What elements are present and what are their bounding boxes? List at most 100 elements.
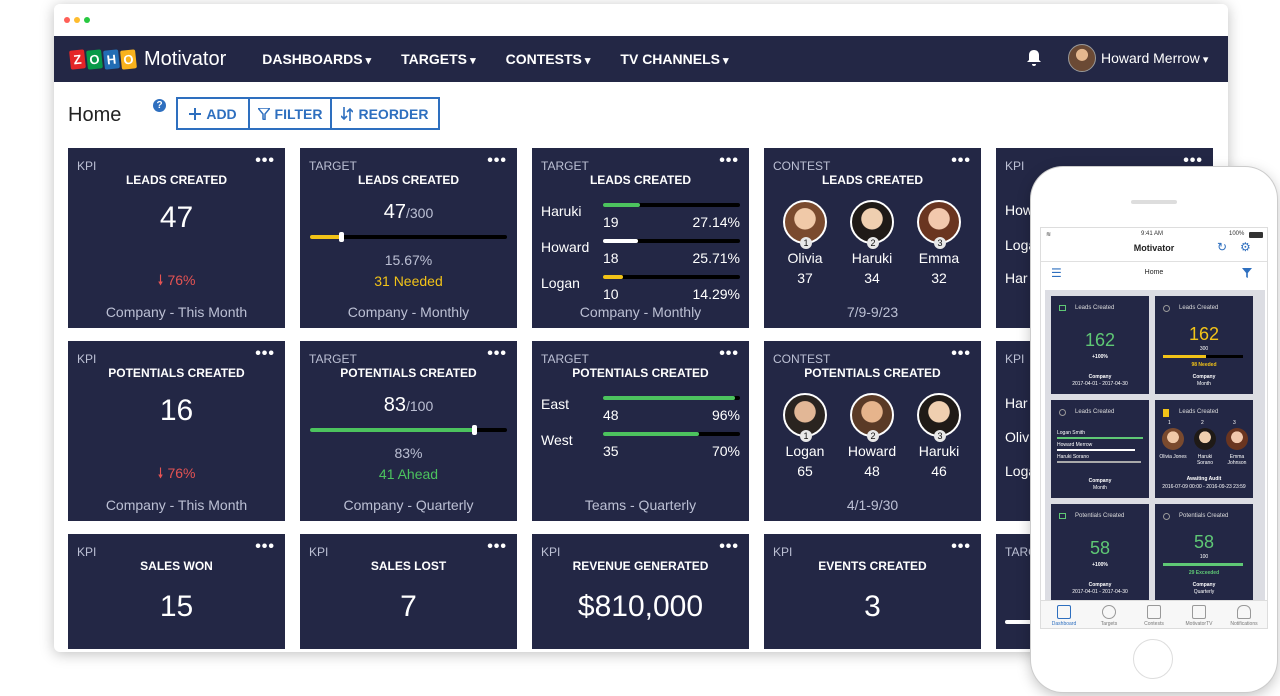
- card-title: LEADS CREATED: [357, 173, 460, 187]
- chart-icon: [1059, 513, 1066, 519]
- row-bar: [603, 239, 740, 243]
- minimize-dot[interactable]: [74, 17, 80, 23]
- avatar: 1: [783, 200, 827, 249]
- progress-bar: [1005, 620, 1045, 624]
- card-title: Leads Created: [1179, 305, 1219, 311]
- tab-notifications[interactable]: Notifications: [1221, 601, 1267, 627]
- contestant: 3 Emma 32: [906, 200, 972, 286]
- tab-dashboard[interactable]: Dashboard: [1041, 601, 1087, 627]
- tab-contests[interactable]: Contests: [1131, 601, 1177, 627]
- card-footer: Company - Quarterly: [343, 497, 474, 513]
- zoho-logo[interactable]: Z O H O Motivator: [69, 48, 226, 71]
- kpi-card-revenue[interactable]: KPI ••• REVENUE GENERATED $810,000: [532, 534, 749, 649]
- contest-card-potentials[interactable]: CONTEST ••• POTENTIALS CREATED 1 Logan 6…: [764, 341, 981, 521]
- row-name: West: [541, 432, 573, 448]
- target-card-potentials-teams[interactable]: TARGET ••• POTENTIALS CREATED East 48 96…: [532, 341, 749, 521]
- contest-card-leads[interactable]: CONTEST ••• LEADS CREATED 1 Olivia 37 2 …: [764, 148, 981, 328]
- grid-icon: [1057, 605, 1071, 619]
- card-scope: Company: [1088, 478, 1112, 484]
- mobile-kpi-card[interactable]: Potentials Created 58 +100% Company 2017…: [1051, 504, 1149, 602]
- card-title: POTENTIALS CREATED: [340, 366, 477, 380]
- bell-icon: [1237, 605, 1251, 619]
- more-icon[interactable]: •••: [255, 152, 275, 169]
- target-total: 100: [1199, 554, 1209, 560]
- row-name: Har: [1005, 270, 1028, 286]
- kpi-change: +100%: [1092, 354, 1108, 360]
- more-icon[interactable]: •••: [719, 152, 739, 169]
- menu-targets[interactable]: TARGETS: [401, 51, 475, 67]
- more-icon[interactable]: •••: [487, 152, 507, 169]
- needed-note: 98 Needed: [1191, 362, 1217, 368]
- bell-icon[interactable]: [1026, 49, 1042, 67]
- contestant: 3 Haruki 46: [906, 393, 972, 479]
- list-item: West 35 70%: [541, 432, 740, 468]
- more-icon[interactable]: •••: [487, 345, 507, 362]
- card-scope: Company: [1088, 582, 1112, 588]
- target-card-leads-users[interactable]: TARGET ••• LEADS CREATED Haruki 19 27.14…: [532, 148, 749, 328]
- card-footer: Company - This Month: [105, 304, 248, 320]
- kpi-card-potentials[interactable]: KPI ••• POTENTIALS CREATED 16 🠗 76% Comp…: [68, 341, 285, 521]
- menu-icon[interactable]: ☰: [1051, 266, 1062, 280]
- maximize-dot[interactable]: [84, 17, 90, 23]
- tab-label: MotivatorTV: [1185, 621, 1213, 627]
- reorder-button[interactable]: REORDER: [330, 97, 440, 130]
- card-footer: Company - This Month: [105, 497, 248, 513]
- menu-tv-channels[interactable]: TV CHANNELS: [620, 51, 728, 67]
- kpi-card-sales-lost[interactable]: KPI ••• SALES LOST 7: [300, 534, 517, 649]
- mobile-target-users-card[interactable]: Leads Created Logan Smith Howard Merrow …: [1051, 400, 1149, 498]
- more-icon[interactable]: •••: [719, 345, 739, 362]
- mobile-target-card[interactable]: Potentials Created 58 100 29 Exceeded Co…: [1155, 504, 1253, 602]
- filter-button[interactable]: FILTER: [248, 97, 332, 130]
- more-icon[interactable]: •••: [487, 538, 507, 555]
- contestant-name: Olivia Jones: [1159, 454, 1187, 460]
- gear-icon[interactable]: ⚙: [1240, 240, 1251, 254]
- more-icon[interactable]: •••: [951, 345, 971, 362]
- more-icon[interactable]: •••: [951, 152, 971, 169]
- target-card-leads[interactable]: TARGET ••• LEADS CREATED 47/300 15.67% 3…: [300, 148, 517, 328]
- more-icon[interactable]: •••: [951, 538, 971, 555]
- user-menu[interactable]: Howard Merrow: [1068, 44, 1208, 72]
- filter-icon[interactable]: [1242, 268, 1252, 278]
- menu-contests[interactable]: CONTESTS: [506, 51, 591, 67]
- target-total: /100: [406, 398, 434, 414]
- menu-dashboards[interactable]: DASHBOARDS: [262, 51, 371, 67]
- contestant: 1 Logan 65: [772, 393, 838, 479]
- more-icon[interactable]: •••: [1183, 152, 1203, 169]
- more-icon[interactable]: •••: [255, 538, 275, 555]
- refresh-icon[interactable]: ↻: [1217, 240, 1228, 254]
- more-icon[interactable]: •••: [255, 345, 275, 362]
- phone-home-button[interactable]: [1133, 639, 1173, 679]
- mobile-target-card[interactable]: Leads Created 162 300 98 Needed Company …: [1155, 296, 1253, 394]
- tv-icon: [1192, 605, 1206, 619]
- rank-badge: 3: [934, 237, 946, 249]
- card-scope: Company: [1088, 374, 1112, 380]
- kpi-card-events[interactable]: KPI ••• EVENTS CREATED 3: [764, 534, 981, 649]
- mobile-kpi-card[interactable]: Leads Created 162 +100% Company 2017-04-…: [1051, 296, 1149, 394]
- mobile-contest-card[interactable]: Leads Created 1 2 3 Olivia Jones Haruki …: [1155, 400, 1253, 498]
- kpi-card-leads[interactable]: KPI ••• LEADS CREATED 47 🠗 76% Company -…: [68, 148, 285, 328]
- row-fill: [603, 203, 640, 207]
- user-name: Howard Merrow: [1101, 50, 1208, 66]
- card-type: TARGET: [309, 159, 357, 173]
- rank-badge: 3: [1233, 420, 1236, 426]
- kpi-card-sales-won[interactable]: KPI ••• SALES WON 15: [68, 534, 285, 649]
- card-title: LEADS CREATED: [589, 173, 692, 187]
- progress-fill: [1163, 563, 1243, 566]
- contest-period: 2016-07-09 00:00 - 2016-09-23 23:59: [1162, 484, 1246, 490]
- battery-icon: [1249, 232, 1263, 238]
- contestant: 2 Howard 48: [839, 393, 905, 479]
- card-type: TARGET: [541, 159, 589, 173]
- tab-motivatortv[interactable]: MotivatorTV: [1176, 601, 1222, 627]
- more-icon[interactable]: •••: [719, 538, 739, 555]
- help-icon[interactable]: ?: [153, 99, 166, 112]
- row-name: Howard: [541, 239, 590, 255]
- add-label: ADD: [206, 105, 237, 122]
- progress-bar: [310, 232, 507, 242]
- logo-letter: O: [120, 48, 137, 70]
- row-bar: [603, 275, 740, 279]
- target-card-potentials[interactable]: TARGET ••• POTENTIALS CREATED 83/100 83%…: [300, 341, 517, 521]
- contestant-name: Howard: [847, 443, 897, 459]
- close-dot[interactable]: [64, 17, 70, 23]
- add-button[interactable]: ADD: [176, 97, 250, 130]
- tab-targets[interactable]: Targets: [1086, 601, 1132, 627]
